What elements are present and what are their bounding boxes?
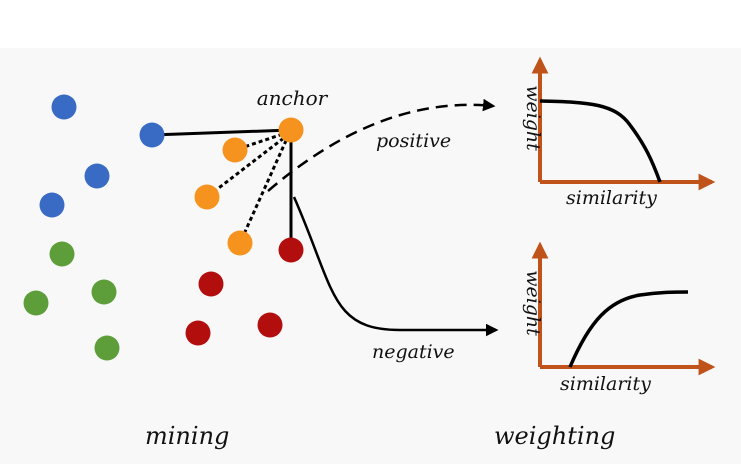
negative-label: negative [372, 341, 455, 363]
point-blue [84, 163, 110, 189]
top-plot-xlabel: similarity [566, 187, 657, 209]
bottom-weight-plot: weight similarity [522, 241, 716, 395]
point-green [94, 335, 120, 361]
point-green [91, 279, 117, 305]
point-red [278, 237, 304, 263]
top-weight-plot: weight similarity [522, 56, 716, 209]
positive-label: positive [376, 130, 451, 152]
anchor-to-orange-2-dotted [206, 132, 290, 199]
negative-arrow [292, 196, 499, 337]
bottom-plot-curve [568, 290, 689, 368]
anchor-to-orange-3-dotted [238, 133, 291, 244]
point-blue [51, 94, 77, 120]
point-blue [139, 122, 165, 148]
point-orange [222, 137, 248, 163]
point-red [257, 312, 283, 338]
point-red [185, 320, 211, 346]
point-blue [39, 192, 65, 218]
top-plot-curve [539, 99, 662, 183]
anchor-to-blue-line [151, 128, 292, 137]
positive-arrow [267, 98, 496, 192]
anchor-label: anchor [257, 86, 329, 110]
background-panel [0, 48, 741, 464]
mining-label: mining [145, 422, 229, 450]
weighting-label: weighting [494, 422, 615, 450]
top-plot-ylabel: weight [522, 85, 544, 151]
point-anchor [278, 117, 304, 143]
point-green [49, 241, 75, 267]
point-orange [227, 230, 253, 256]
bottom-plot-xlabel: similarity [560, 373, 651, 395]
bottom-plot-ylabel: weight [522, 270, 544, 336]
point-red [198, 271, 224, 297]
point-orange [194, 184, 220, 210]
point-green [23, 290, 49, 316]
